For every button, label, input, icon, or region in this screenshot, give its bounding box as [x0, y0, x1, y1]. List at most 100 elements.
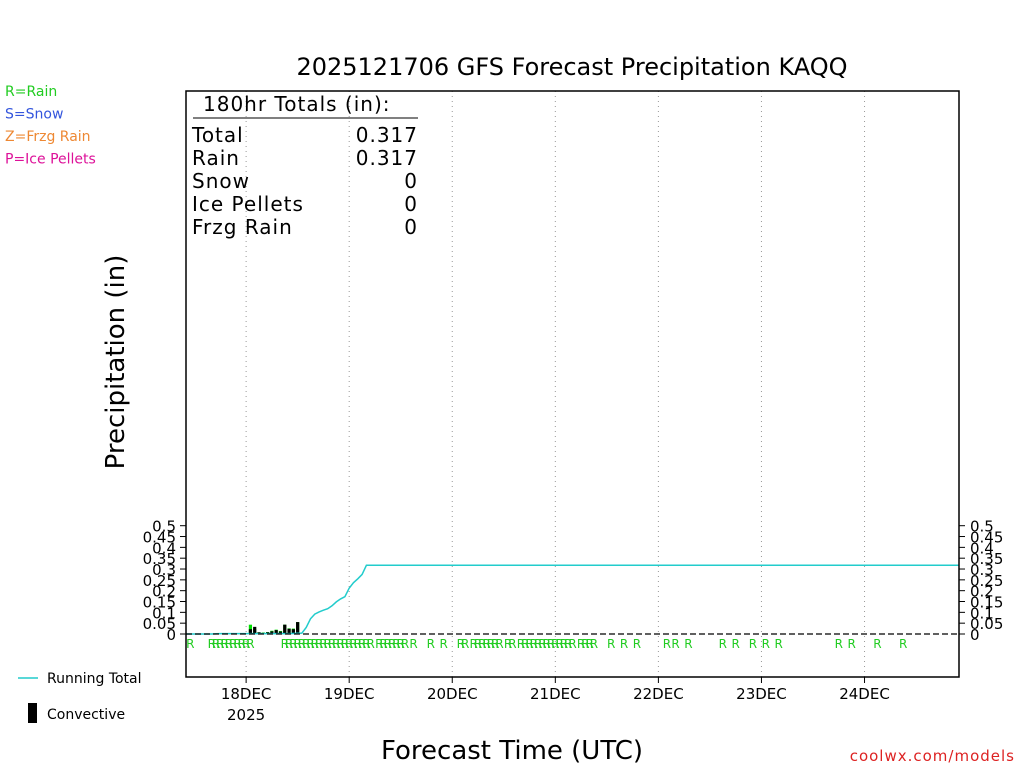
- rain-marker: R: [835, 637, 843, 651]
- totals-header: 180hr Totals (in):: [203, 92, 391, 116]
- rain-marker: R: [663, 637, 671, 651]
- y-tick-label-left: 0.05: [143, 615, 176, 633]
- rain-marker: R: [482, 637, 490, 651]
- rain-marker: R: [379, 637, 387, 651]
- totals-row-label: Frzg Rain: [192, 215, 293, 239]
- rain-marker: R: [525, 637, 533, 651]
- y-tick-label-left: 0.25: [143, 572, 176, 590]
- rain-marker: R: [478, 637, 486, 651]
- rain-marker: R: [336, 637, 344, 651]
- rain-marker: R: [439, 637, 447, 651]
- rain-marker: R: [495, 637, 503, 651]
- totals-row-label: Ice Pellets: [192, 192, 304, 216]
- rain-marker: R: [457, 637, 465, 651]
- rain-marker: R: [397, 637, 405, 651]
- rain-marker: R: [345, 637, 353, 651]
- convective-bar: [283, 624, 287, 634]
- y-tick-label-right: 0.2: [970, 583, 994, 601]
- x-tick-label: 19DEC: [324, 685, 375, 703]
- y-tick-label-left: 0.1: [152, 604, 176, 622]
- rain-marker: R: [470, 637, 478, 651]
- y-axis-label: Precipitation (in): [101, 255, 131, 470]
- rain-marker: R: [229, 637, 237, 651]
- y-tick-label-left: 0.35: [143, 550, 176, 568]
- x-tick-label: 22DEC: [633, 685, 684, 703]
- rain-marker: R: [534, 637, 542, 651]
- y-tick-label-right: 0: [970, 626, 980, 644]
- rain-marker: R: [324, 637, 332, 651]
- x-axis-label: Forecast Time (UTC): [381, 736, 643, 766]
- convective-label: Convective: [47, 707, 125, 723]
- rain-marker: R: [427, 637, 435, 651]
- rain-marker: R: [186, 637, 194, 651]
- rain-marker: R: [306, 637, 314, 651]
- rain-marker: R: [401, 637, 409, 651]
- y-tick-label-left: 0.5: [152, 518, 176, 536]
- axes: 18DEC 2025 19DEC 20DEC 21DEC 22DEC 23DEC 24DEC 0…: [143, 90, 1003, 724]
- rain-marker: R: [362, 637, 370, 651]
- rain-marker: R: [586, 637, 594, 651]
- y-tick-label-right: 0.1: [970, 604, 994, 622]
- rain-marker: R: [208, 637, 216, 651]
- convective-bar: [291, 629, 295, 634]
- rain-marker: R: [530, 637, 538, 651]
- rain-marker: R: [749, 637, 757, 651]
- rain-marker: R: [216, 637, 224, 651]
- rain-marker: R: [384, 637, 392, 651]
- rain-marker: R: [517, 637, 525, 651]
- rain-marker: R: [349, 637, 357, 651]
- totals-row-value: 0.317: [356, 146, 418, 170]
- rain-marker: R: [547, 637, 555, 651]
- rain-marker: R: [461, 637, 469, 651]
- rain-marker: R: [508, 637, 516, 651]
- rain-marker: R: [560, 637, 568, 651]
- convective-bar: [248, 629, 253, 634]
- rain-marker: R: [568, 637, 576, 651]
- convective-bar: [287, 628, 291, 634]
- legend-entry: Z=Frzg Rain: [5, 129, 91, 145]
- rain-marker: R: [491, 637, 499, 651]
- convective-bar: [278, 631, 283, 634]
- rain-marker: R: [551, 637, 559, 651]
- y-tick-label-left: 0.3: [152, 561, 176, 579]
- y-tick-label-right: 0.25: [970, 572, 1003, 590]
- rain-marker: R: [392, 637, 400, 651]
- rain-marker: R: [302, 637, 310, 651]
- rain-marker: R: [319, 637, 327, 651]
- running-total-layer: [186, 564, 959, 635]
- rain-marker: R: [899, 637, 907, 651]
- convective-swatch: [28, 703, 37, 723]
- rain-marker: R: [684, 637, 692, 651]
- rain-marker: R: [281, 637, 289, 651]
- x-tick-label: 21DEC: [530, 685, 581, 703]
- convective-bar: [253, 626, 257, 634]
- x-tick-label: 23DEC: [736, 685, 787, 703]
- rain-marker: R: [633, 637, 641, 651]
- totals-row-label: Snow: [192, 169, 250, 193]
- rain-marker: R: [388, 637, 396, 651]
- rain-marker: R: [607, 637, 615, 651]
- totals-row-value: 0: [404, 169, 418, 193]
- rain-marker: R: [289, 637, 297, 651]
- rain-marker: R: [341, 637, 349, 651]
- rain-marker: R: [487, 637, 495, 651]
- totals-row-value: 0: [404, 215, 418, 239]
- rain-marker: R: [220, 637, 228, 651]
- rain-marker: R: [354, 637, 362, 651]
- convective-bar: [296, 622, 300, 634]
- rain-marker: R: [543, 637, 551, 651]
- y-tick-label-left: 0.45: [143, 529, 176, 547]
- convective-bar: [274, 630, 278, 634]
- rain-marker: R: [504, 637, 512, 651]
- rain-marker: R: [762, 637, 770, 651]
- rain-marker: R: [242, 637, 250, 651]
- convective-bar: [270, 631, 274, 634]
- chart-title: 2025121706 GFS Forecast Precipitation KA…: [296, 53, 847, 81]
- running-total-line: [186, 564, 959, 635]
- totals-row-label: Total: [191, 123, 244, 147]
- rain-marker: R: [233, 637, 241, 651]
- y-tick-label-left: 0.4: [152, 539, 176, 557]
- watermark: coolwx.com/models: [850, 747, 1015, 765]
- gridlines: [245, 91, 866, 677]
